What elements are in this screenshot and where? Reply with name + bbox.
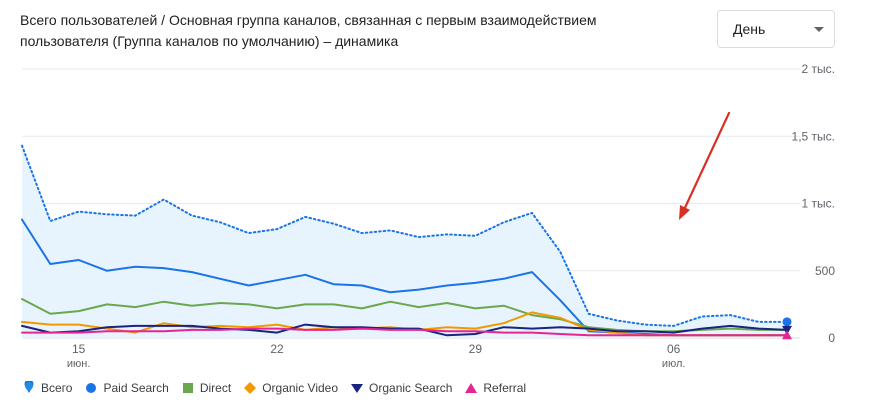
diamond-icon xyxy=(244,382,257,394)
annotation-arrow-head xyxy=(679,205,690,220)
legend-item-organic-video[interactable]: Organic Video xyxy=(243,381,338,395)
x-tick-label-3: 06 xyxy=(667,342,681,356)
legend-item-paid-search[interactable]: Paid Search xyxy=(84,381,169,395)
legend-label: Paid Search xyxy=(103,381,169,395)
square-icon xyxy=(182,383,193,393)
y-tick-label-1: 500 xyxy=(815,264,835,278)
chevron-down-icon xyxy=(814,27,824,32)
triangle-down-icon xyxy=(351,384,364,393)
granularity-select[interactable]: День xyxy=(717,10,835,48)
chart-title: Всего пользователей / Основная группа ка… xyxy=(20,10,660,52)
y-tick-label-3: 1,5 тыс. xyxy=(792,129,835,143)
chart-title-line-2: пользователя (Группа каналов по умолчани… xyxy=(20,33,399,49)
legend-item-organic-search[interactable]: Organic Search xyxy=(350,381,452,395)
series-line-referral xyxy=(21,327,788,337)
triangle-up-icon xyxy=(465,383,478,393)
legend-item-referral[interactable]: Referral xyxy=(464,381,526,395)
legend-item-total[interactable]: Всего xyxy=(22,381,72,395)
line-chart: 0 500 1 тыс. 1,5 тыс. 2 тыс. 15 июн. 22 29 06 июл. xyxy=(21,62,835,370)
series-line-total xyxy=(21,144,788,327)
x-tick-label-2: 29 xyxy=(469,342,483,356)
legend-label: Всего xyxy=(41,381,73,395)
legend-label: Organic Video xyxy=(262,381,339,395)
chart-legend: Всего Paid Search Direct Organic Video Organ… xyxy=(22,379,538,397)
series-end-marker-total xyxy=(781,316,793,328)
legend-label: Referral xyxy=(483,381,527,395)
total-area-fill xyxy=(22,145,787,338)
x-tick-label-1: 22 xyxy=(270,342,284,356)
legend-label: Direct xyxy=(199,381,232,395)
series-end-marker-referral xyxy=(782,330,792,340)
y-tick-label-2: 1 тыс. xyxy=(802,197,835,211)
legend-label: Organic Search xyxy=(369,381,453,395)
granularity-select-value: День xyxy=(733,21,766,37)
circle-icon xyxy=(86,383,97,393)
x-tick-sublabel-3: июл. xyxy=(662,358,686,370)
chart-title-line-1: Всего пользователей / Основная группа ка… xyxy=(20,12,597,28)
x-tick-sublabel-0: июн. xyxy=(67,358,91,370)
legend-item-direct[interactable]: Direct xyxy=(181,381,231,395)
series-line-organic-search xyxy=(21,323,788,337)
pin-icon xyxy=(24,381,34,393)
y-tick-label-0: 0 xyxy=(828,331,835,345)
annotation-arrow-shaft xyxy=(681,111,731,214)
x-tick-label-0: 15 xyxy=(72,342,86,356)
y-tick-label-4: 2 тыс. xyxy=(802,62,835,76)
